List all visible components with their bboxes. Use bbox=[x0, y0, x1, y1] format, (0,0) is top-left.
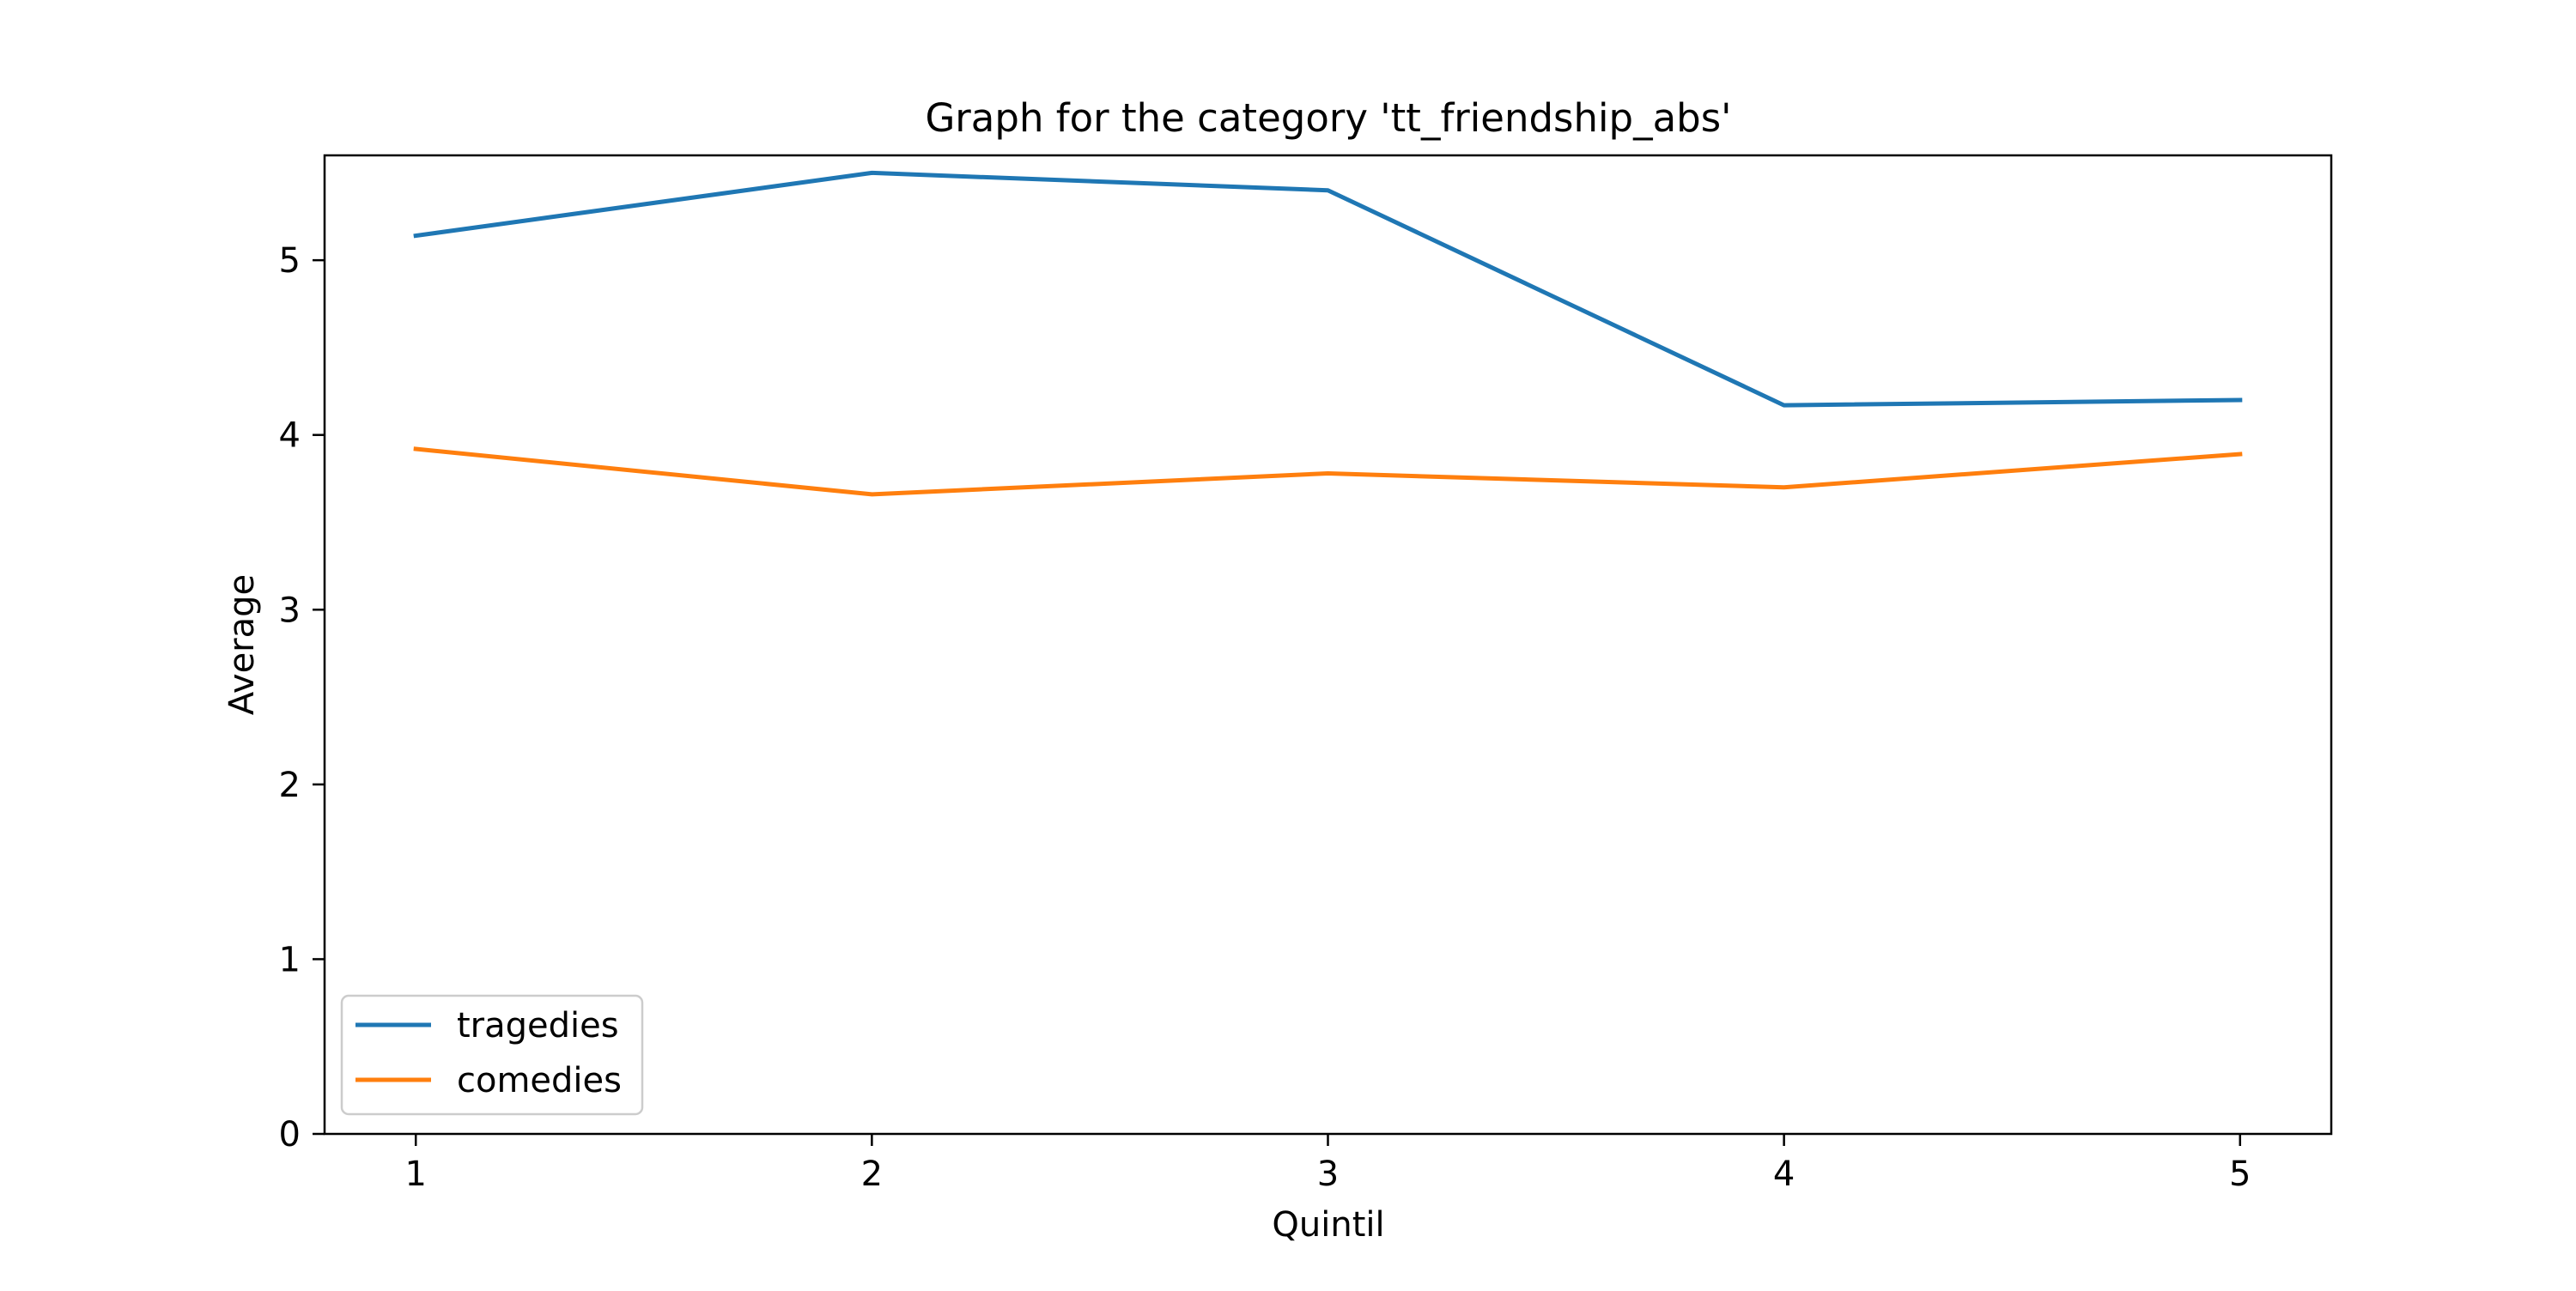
y-tick-label: 2 bbox=[279, 766, 301, 805]
y-tick-label: 0 bbox=[279, 1115, 301, 1155]
series-line-comedies bbox=[413, 446, 2243, 497]
x-axis-label: Quintil bbox=[1272, 1205, 1384, 1245]
legend: tragedies comedies bbox=[340, 994, 644, 1116]
x-axis: 1 2 3 4 5 bbox=[405, 1134, 2251, 1194]
legend-label: tragedies bbox=[457, 1006, 619, 1046]
y-axis-label: Average bbox=[222, 574, 262, 715]
series-line-tragedies bbox=[413, 170, 2243, 408]
y-tick-label: 4 bbox=[279, 416, 301, 456]
series-layer bbox=[413, 170, 2243, 497]
x-tick-label: 5 bbox=[2229, 1155, 2251, 1194]
legend-items: tragedies comedies bbox=[355, 1006, 622, 1100]
x-tick-label: 1 bbox=[405, 1155, 427, 1194]
x-tick-label: 4 bbox=[1773, 1155, 1795, 1194]
legend-label: comedies bbox=[457, 1061, 622, 1100]
x-tick-label: 2 bbox=[861, 1155, 883, 1194]
y-tick-label: 5 bbox=[279, 241, 301, 281]
y-tick-label: 3 bbox=[279, 591, 301, 630]
y-axis: 0 1 2 3 4 5 bbox=[279, 241, 325, 1155]
x-tick-label: 3 bbox=[1317, 1155, 1339, 1194]
y-tick-label: 1 bbox=[279, 940, 301, 979]
chart-title: Graph for the category 'tt_friendship_ab… bbox=[925, 95, 1731, 141]
